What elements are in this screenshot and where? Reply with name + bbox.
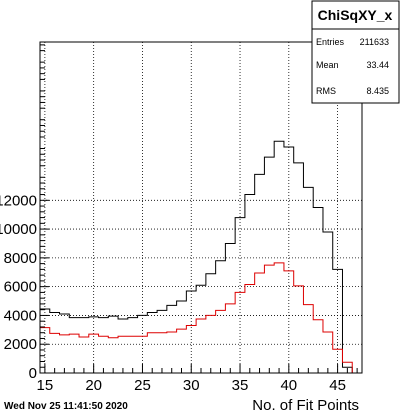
y-tick-label: 2000 bbox=[4, 336, 37, 353]
y-tick-label: 8000 bbox=[4, 250, 37, 267]
x-tick-label: 35 bbox=[232, 377, 249, 394]
stats-value-rms: 8.435 bbox=[366, 86, 389, 96]
x-tick-label: 30 bbox=[183, 377, 200, 394]
x-tick-label: 40 bbox=[280, 377, 297, 394]
stats-label-mean: Mean bbox=[316, 60, 339, 70]
tick-labels: 15 20 25 30 35 40 45 0 2000 4000 6000 8000 10000 1200… bbox=[0, 192, 346, 394]
x-tick-label: 45 bbox=[329, 377, 346, 394]
y-tick-label: 12000 bbox=[0, 192, 37, 209]
histogram-series-2 bbox=[39, 262, 362, 374]
y-tick-label: 6000 bbox=[4, 279, 37, 296]
series-layer bbox=[39, 140, 362, 374]
y-tick-label: 10000 bbox=[0, 221, 37, 238]
stats-value-mean: 33.44 bbox=[366, 60, 389, 70]
axis-ticks bbox=[40, 44, 358, 374]
stats-title: ChiSqXY_x bbox=[318, 7, 393, 23]
y-tick-label: 4000 bbox=[4, 307, 37, 324]
x-tick-label: 15 bbox=[37, 377, 54, 394]
x-tick-label: 25 bbox=[134, 377, 151, 394]
grid-lines bbox=[40, 42, 362, 373]
stats-box: ChiSqXY_x Entries 211633 Mean 33.44 RMS … bbox=[311, 0, 400, 104]
x-axis-title: No. of Fit Points bbox=[252, 397, 359, 414]
y-tick-label: 0 bbox=[29, 365, 37, 382]
x-tick-label: 20 bbox=[85, 377, 102, 394]
timestamp: Wed Nov 25 11:41:50 2020 bbox=[4, 401, 128, 412]
stats-box-frame bbox=[311, 0, 400, 104]
stats-value-entries: 211633 bbox=[360, 37, 389, 47]
stats-label-rms: RMS bbox=[316, 86, 336, 96]
stats-label-entries: Entries bbox=[316, 37, 345, 47]
histogram-series-1 bbox=[39, 140, 362, 374]
